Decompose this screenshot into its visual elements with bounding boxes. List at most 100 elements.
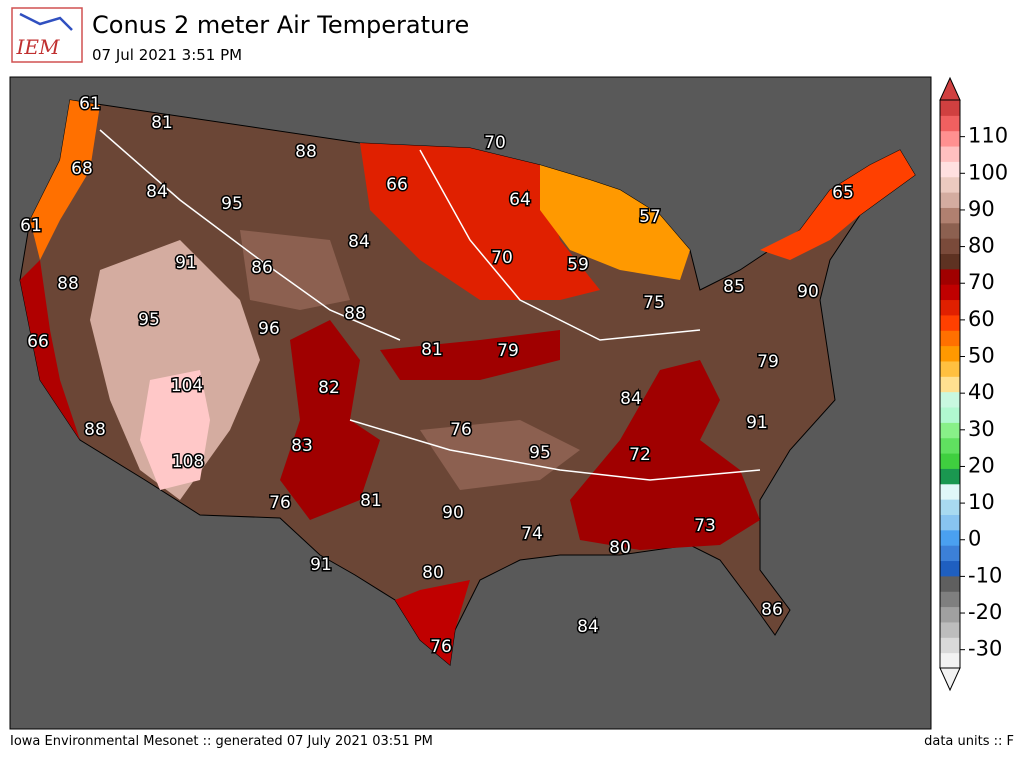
- colorbar-tick-label: 100: [968, 160, 1008, 184]
- colorbar-tick-label: 30: [968, 417, 995, 441]
- subtitle: 07 Jul 2021 3:51 PM: [92, 46, 242, 64]
- temperature-label: 80: [422, 563, 444, 583]
- temperature-label: 61: [20, 216, 42, 236]
- temperature-label: 88: [57, 274, 79, 294]
- colorbar-segment: [940, 407, 960, 423]
- temperature-label: 80: [609, 538, 631, 558]
- colorbar-segment: [940, 545, 960, 562]
- colorbar-segment: [940, 176, 960, 193]
- colorbar-segment: [940, 499, 960, 515]
- temperature-label: 59: [567, 255, 589, 275]
- temperature-label: 108: [172, 452, 204, 472]
- temperature-label: 65: [832, 183, 854, 203]
- colorbar-segment: [940, 299, 960, 316]
- colorbar-segment: [940, 130, 960, 147]
- colorbar-segment: [940, 253, 960, 270]
- temperature-label: 82: [318, 378, 340, 398]
- colorbar-segment: [940, 360, 960, 377]
- temperature-label: 91: [746, 413, 768, 433]
- temperature-label: 90: [442, 503, 464, 523]
- colorbar-segment: [940, 453, 960, 469]
- temperature-label: 84: [146, 182, 168, 202]
- temperature-label: 68: [71, 159, 93, 179]
- temperature-label: 64: [509, 190, 531, 210]
- colorbar-segment: [940, 422, 960, 439]
- temperature-label: 57: [639, 207, 661, 227]
- temperature-label: 70: [484, 133, 506, 153]
- temperature-label: 75: [643, 293, 665, 313]
- colorbar-arrow-top: [939, 76, 961, 101]
- colorbar-segment: [940, 606, 960, 623]
- temperature-label: 88: [344, 304, 366, 324]
- colorbar-tick-label: -20: [968, 600, 1002, 624]
- colorbar-segment: [940, 652, 960, 669]
- temperature-label: 91: [175, 253, 197, 273]
- colorbar-segment: [940, 207, 960, 224]
- colorbar-segment: [940, 637, 960, 654]
- colorbar-tick-label: 0: [968, 527, 981, 551]
- footer-right: data units :: F: [924, 734, 1014, 749]
- colorbar-tick-label: 90: [968, 197, 995, 221]
- colorbar-segment: [940, 437, 960, 454]
- colorbar-tick-label: 40: [968, 380, 995, 404]
- colorbar-segment: [940, 514, 960, 531]
- temperature-label: 85: [723, 277, 745, 297]
- colorbar-frame: [939, 99, 961, 669]
- colorbar-tick-label: 110: [968, 124, 1008, 148]
- colorbar-segment: [940, 529, 960, 546]
- temperature-label: 76: [450, 420, 472, 440]
- colorbar-segment: [940, 560, 960, 577]
- colorbar-segment: [940, 268, 960, 285]
- colorbar: -30 -20 -10 0 10 20 30 40 50 60 70 80 90 100 110: [939, 76, 1008, 692]
- colorbar-segment: [940, 591, 960, 608]
- map-labels: 61 81 70 88 68 66 84 95 64 65 57 61 84 91 86 70 59 88 85 90…: [19, 93, 856, 659]
- temperature-label: 88: [84, 420, 106, 440]
- colorbar-segment: [940, 345, 960, 362]
- colorbar-segment: [940, 376, 960, 393]
- colorbar-segment: [940, 146, 960, 162]
- temperature-label: 104: [171, 376, 203, 396]
- temperature-label: 83: [291, 436, 313, 456]
- colorbar-segment: [940, 330, 960, 347]
- temperature-label: 90: [797, 282, 819, 302]
- colorbar-segment: [940, 115, 960, 132]
- colorbar-segment: [940, 391, 960, 408]
- temperature-label: 86: [761, 600, 783, 620]
- temperature-label: 88: [295, 142, 317, 162]
- colorbar-tick-label: 10: [968, 490, 995, 514]
- temperature-label: 81: [421, 340, 443, 360]
- temperature-label: 73: [694, 516, 716, 536]
- temperature-label: 96: [258, 319, 280, 339]
- colorbar-segment: [940, 192, 960, 208]
- colorbar-tick-label: 20: [968, 453, 995, 477]
- colorbar-segment: [940, 284, 960, 301]
- logo: IEM: [11, 7, 83, 63]
- temperature-label: 91: [310, 555, 332, 575]
- colorbar-segment: [940, 483, 960, 500]
- temperature-label: 72: [629, 445, 651, 465]
- temperature-label: 79: [497, 341, 519, 361]
- temperature-label: 86: [251, 258, 273, 278]
- temperature-label: 74: [521, 524, 543, 544]
- colorbar-tick-label: 60: [968, 307, 995, 331]
- temperature-label: 79: [757, 352, 779, 372]
- temperature-label: 76: [430, 637, 452, 657]
- temperature-label: 95: [529, 443, 551, 463]
- colorbar-tick-label: 70: [968, 270, 995, 294]
- colorbar-tick-label: 80: [968, 234, 995, 258]
- colorbar-tick-label: 50: [968, 344, 995, 368]
- colorbar-arrow-bottom: [939, 667, 961, 692]
- temperature-label: 81: [151, 113, 173, 133]
- temperature-label: 76: [269, 493, 291, 513]
- title: Conus 2 meter Air Temperature: [92, 11, 469, 39]
- temperature-label: 70: [491, 248, 513, 268]
- colorbar-tick-label: -10: [968, 563, 1002, 587]
- colorbar-segment: [940, 468, 960, 485]
- colorbar-segment: [940, 314, 960, 331]
- colorbar-segment: [940, 621, 960, 638]
- footer-left: Iowa Environmental Mesonet :: generated …: [10, 734, 433, 749]
- temperature-label: 84: [577, 617, 599, 637]
- colorbar-segment: [940, 575, 960, 592]
- colorbar-segment: [940, 161, 960, 178]
